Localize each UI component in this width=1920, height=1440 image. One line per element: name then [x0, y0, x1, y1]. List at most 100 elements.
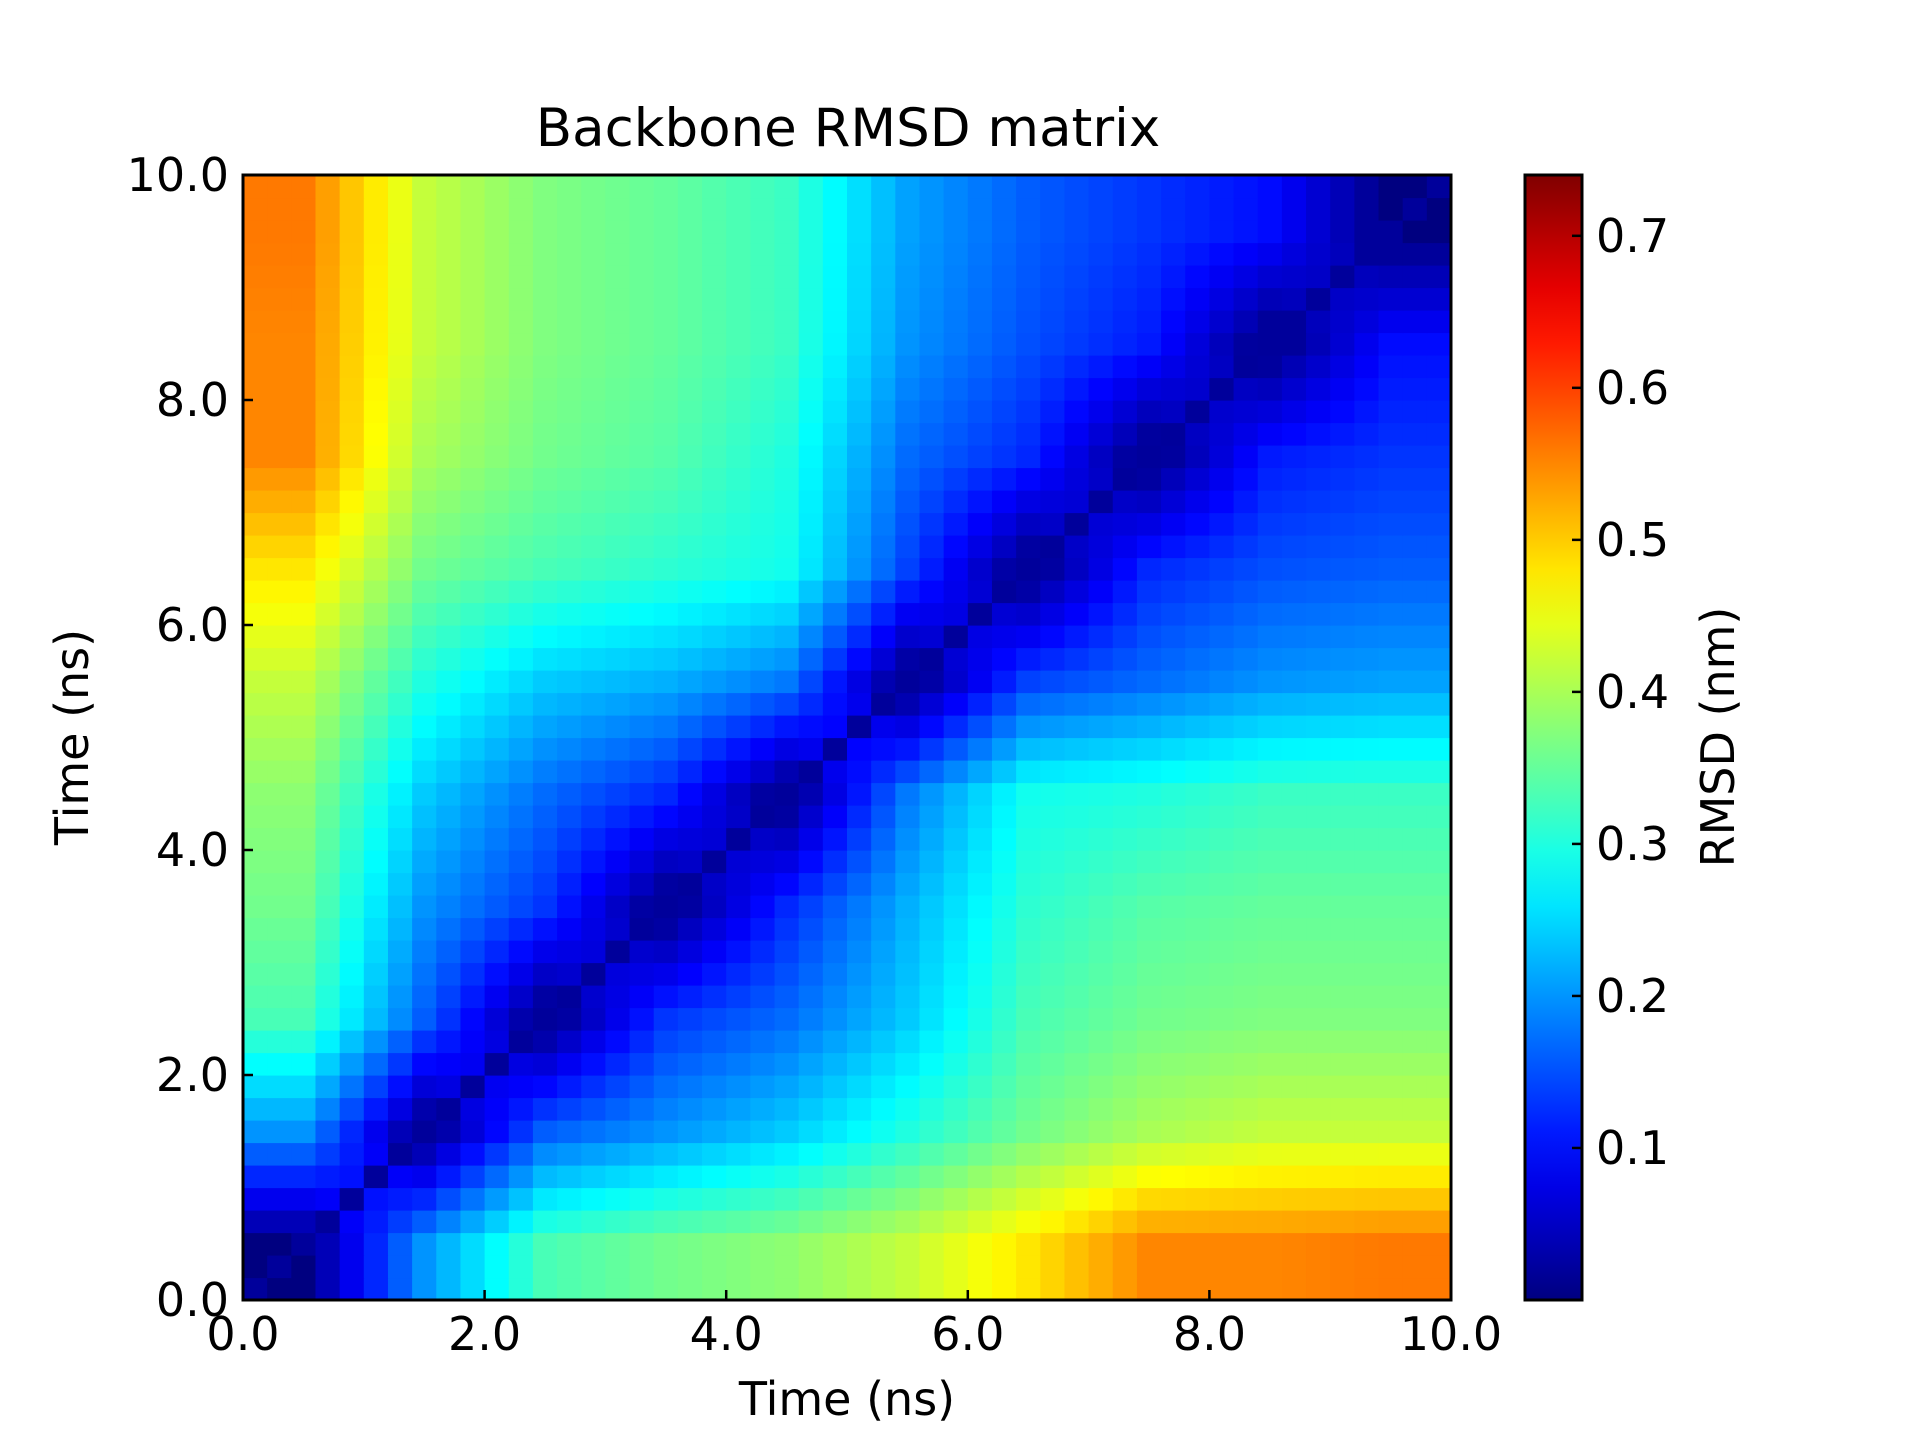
heatmap-cell [315, 265, 341, 289]
heatmap-cell [1112, 625, 1138, 649]
heatmap-cell [267, 265, 292, 289]
heatmap-cell [1112, 1007, 1138, 1031]
heatmap-cell [581, 1232, 606, 1256]
heatmap-cell [653, 737, 679, 761]
heatmap-cell [750, 377, 776, 401]
heatmap-cell [532, 400, 558, 424]
heatmap-cell [1426, 737, 1452, 761]
heatmap-cell [339, 850, 365, 874]
heatmap-cell [943, 377, 969, 401]
heatmap-cell [1330, 1277, 1355, 1301]
heatmap-cell [677, 647, 703, 671]
heatmap-cell [895, 490, 921, 514]
heatmap-cell [557, 917, 582, 941]
heatmap-cell [1088, 445, 1114, 469]
heatmap-cell [991, 737, 1017, 761]
heatmap-cell [702, 1255, 727, 1279]
heatmap-cell [339, 535, 365, 559]
heatmap-cell [1378, 1210, 1404, 1234]
heatmap-cell [460, 467, 486, 491]
heatmap-cell [1136, 985, 1162, 1009]
heatmap-cell [605, 737, 631, 761]
heatmap-cell [774, 1075, 800, 1099]
heatmap-cell [726, 872, 751, 896]
heatmap-cell [919, 827, 945, 851]
heatmap-cell [774, 602, 800, 626]
heatmap-cell [1354, 1142, 1380, 1166]
heatmap-cell [1040, 647, 1066, 671]
heatmap-cell [1257, 940, 1283, 964]
heatmap-cell [967, 175, 993, 199]
heatmap-cell [557, 287, 582, 311]
heatmap-cell [1136, 692, 1162, 716]
heatmap-cell [822, 1210, 848, 1234]
heatmap-cell [1378, 175, 1404, 199]
heatmap-cell [532, 872, 558, 896]
heatmap-cell [605, 872, 631, 896]
heatmap-cell [798, 1097, 824, 1121]
heatmap-cell [1233, 512, 1259, 536]
heatmap-cell [677, 692, 703, 716]
heatmap-cell [460, 805, 486, 829]
heatmap-cell [774, 1277, 800, 1301]
heatmap-cell [1185, 962, 1210, 986]
heatmap-cell [1306, 692, 1331, 716]
heatmap-cell [508, 895, 534, 919]
heatmap-cell [508, 512, 534, 536]
heatmap-cell [1378, 895, 1404, 919]
heatmap-cell [1088, 490, 1114, 514]
heatmap-cell [460, 670, 486, 694]
heatmap-cell [243, 625, 268, 649]
heatmap-cell [774, 625, 800, 649]
heatmap-cell [1161, 1097, 1186, 1121]
heatmap-cell [1354, 580, 1380, 604]
heatmap-cell [436, 265, 462, 289]
heatmap-cell [1426, 1007, 1452, 1031]
heatmap-cell [1016, 467, 1041, 491]
heatmap-cell [1064, 1255, 1090, 1279]
heatmap-cell [677, 220, 703, 244]
heatmap-cell [1040, 512, 1066, 536]
heatmap-cell [871, 467, 896, 491]
heatmap-cell [1136, 1097, 1162, 1121]
tick-label: 0.1 [1596, 1121, 1669, 1175]
heatmap-cell [581, 310, 606, 334]
heatmap-cell [1281, 872, 1307, 896]
heatmap-cell [1112, 220, 1138, 244]
heatmap-cell [267, 715, 292, 739]
heatmap-cell [484, 1097, 510, 1121]
heatmap-cell [605, 377, 631, 401]
heatmap-cell [436, 670, 462, 694]
heatmap-cell [1306, 1255, 1331, 1279]
heatmap-cell [363, 625, 389, 649]
heatmap-cell [532, 445, 558, 469]
heatmap-cell [1402, 400, 1428, 424]
heatmap-cell [436, 1232, 462, 1256]
heatmap-cell [1281, 242, 1307, 266]
heatmap-cell [1161, 692, 1186, 716]
heatmap-cell [1016, 940, 1041, 964]
heatmap-cell [532, 1030, 558, 1054]
heatmap-cell [847, 467, 872, 491]
heatmap-cell [1209, 602, 1235, 626]
heatmap-cell [774, 535, 800, 559]
heatmap-cell [291, 265, 317, 289]
heatmap-cell [750, 467, 776, 491]
heatmap-cell [508, 332, 534, 356]
heatmap-cell [702, 197, 727, 221]
heatmap-cell [798, 805, 824, 829]
heatmap-cell [895, 400, 921, 424]
heatmap-cell [1426, 602, 1452, 626]
heatmap-cell [677, 512, 703, 536]
heatmap-cell [581, 760, 606, 784]
heatmap-cell [484, 1075, 510, 1099]
heatmap-cell [1233, 962, 1259, 986]
heatmap-cell [1306, 467, 1331, 491]
heatmap-cell [1281, 287, 1307, 311]
heatmap-cell [460, 692, 486, 716]
heatmap-cell [895, 782, 921, 806]
heatmap-cell [1257, 422, 1283, 446]
heatmap-cell [1330, 625, 1355, 649]
heatmap-cell [1378, 512, 1404, 536]
heatmap-cell [1112, 1120, 1138, 1144]
